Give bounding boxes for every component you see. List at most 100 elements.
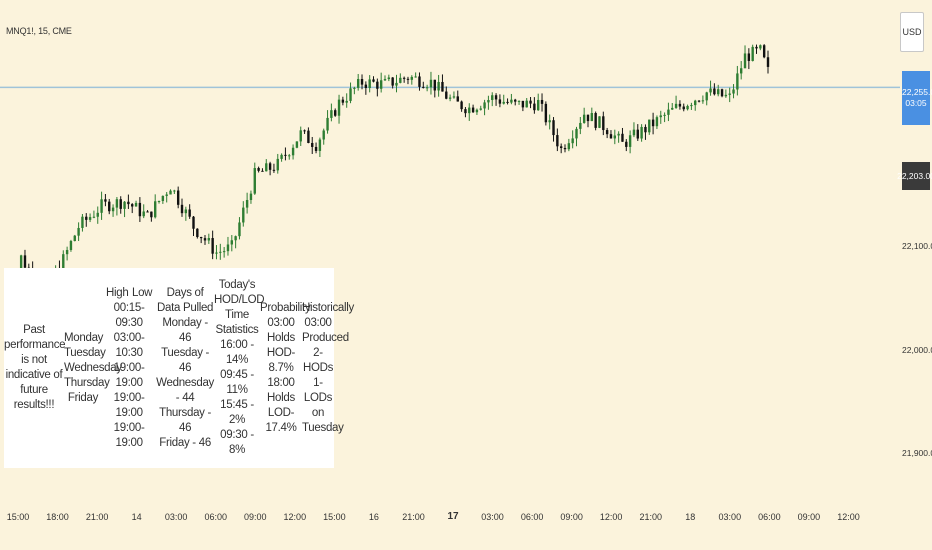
candle-body [62, 254, 65, 275]
candle-body [510, 99, 513, 103]
historical-line: on Tuesday [302, 406, 344, 434]
currency-button[interactable]: USD [900, 12, 924, 52]
candle-body [575, 128, 578, 139]
candle-body [728, 93, 731, 95]
candle-body [701, 100, 705, 102]
candle-body [671, 107, 674, 110]
high-low-time: 19:00-19:00 [113, 421, 145, 449]
candle-body [414, 76, 417, 78]
candle-body [138, 202, 142, 217]
candle-body [502, 101, 505, 104]
candle-body [487, 100, 490, 103]
today-stat: 15:45 - 2% [220, 399, 254, 426]
candle-body [88, 217, 92, 220]
candle-body [766, 57, 770, 67]
today-stat: 16:00 - 14% [220, 339, 254, 366]
candle-body [108, 201, 111, 212]
candle-body [433, 79, 436, 91]
candle-body [215, 252, 218, 254]
days-pulled-value: Thursday - 46 [159, 406, 212, 434]
today-header: Time Statistics [215, 309, 259, 336]
days-pulled-value: Tuesday - 46 [161, 346, 210, 374]
candle-body [356, 79, 360, 88]
candle-body [743, 53, 747, 69]
high-low-column: High Low 00:15-09:30 03:00-10:30 19:00-1… [102, 268, 156, 468]
candle-body [242, 207, 245, 223]
candle-body [732, 89, 735, 94]
historical-column: Historically 03:00 Produced 2- HODs 1- L… [302, 268, 354, 468]
candle-body [567, 143, 571, 150]
candle-body [713, 88, 716, 95]
candle-body [272, 169, 276, 171]
candle-body [590, 113, 594, 122]
candle-body [314, 146, 318, 151]
candle-body [353, 87, 356, 89]
time-tick-label: 03:00 [481, 512, 504, 522]
today-stats-column: Today's HOD/LOD Time Statistics 16:00 - … [214, 268, 265, 468]
candle-body [571, 138, 574, 144]
time-tick-label: 06:00 [758, 512, 781, 522]
candle-body [211, 238, 214, 254]
high-low-time: 03:00-10:30 [113, 331, 145, 359]
today-stat: 09:30 - 8% [220, 429, 254, 456]
candle-body [621, 133, 624, 142]
time-tick-label: 09:00 [244, 512, 267, 522]
time-tick-label: 06:00 [204, 512, 227, 522]
price-marker-tag: 22,203.00 [897, 162, 932, 190]
time-tick-label: 03:00 [164, 512, 188, 522]
high-header: High [106, 286, 129, 299]
symbol-label[interactable]: MNQ1!, 15, CME [6, 26, 72, 36]
candle-body [387, 77, 391, 80]
high-low-time: 19:00-19:00 [113, 361, 145, 389]
candle-body [207, 238, 211, 241]
candle-body [452, 96, 456, 98]
candle-body [751, 46, 754, 61]
today-header: Today's HOD/LOD [214, 279, 265, 306]
candle-body [586, 114, 590, 122]
candle-body [85, 216, 88, 220]
candle-body [582, 114, 586, 123]
candle-body [196, 228, 199, 238]
price-tick-label: 22,100.00 [902, 241, 932, 252]
time-tick-label: 09:00 [560, 512, 583, 522]
candle-body [674, 103, 678, 108]
time-tick-label: 06:00 [520, 512, 544, 522]
candle-body [311, 142, 314, 147]
candle-body [192, 216, 195, 229]
candle-body [376, 81, 379, 89]
current-price-value: 22,255.00 [902, 87, 932, 97]
candle-body [540, 99, 544, 104]
candle-body [517, 100, 521, 102]
candle-body [276, 158, 279, 171]
candle-body [154, 201, 157, 218]
price-axis[interactable]: USD 22,255.00 03:05 22,203.00 22,100.00 2… [897, 0, 932, 500]
candle-body [437, 81, 440, 91]
candle-body [579, 122, 582, 129]
stats-table: Past performance is not indicative of fu… [4, 268, 354, 468]
probability-line: Holds LOD-17.4% [265, 391, 297, 434]
candle-body [402, 77, 406, 79]
candle-body [445, 91, 448, 99]
candle-body [188, 209, 191, 217]
candle-body [441, 81, 444, 92]
candle-body [322, 130, 325, 140]
candle-body [399, 77, 402, 83]
low-header: Low [131, 286, 153, 299]
candle-body [724, 94, 728, 97]
price-tick-label: 21,900.00 [902, 447, 932, 458]
candle-body [307, 130, 310, 143]
candle-body [632, 129, 636, 136]
time-axis[interactable]: 15:00 18:00 21:00 14 03:00 06:00 09:00 12:00 15:… [0, 500, 900, 550]
candle-body [245, 199, 249, 208]
candle-body [514, 99, 517, 102]
high-low-time: 19:00-19:00 [113, 391, 145, 419]
candle-body [372, 79, 375, 82]
candle-body [418, 76, 421, 87]
candle-body [299, 130, 302, 142]
candle-body [295, 141, 299, 148]
candle-body [609, 134, 613, 139]
candle-body [127, 201, 130, 205]
day-label: Tuesday [64, 346, 106, 359]
historical-line: 03:00 [304, 316, 332, 329]
time-tick-label: 15:00 [6, 512, 30, 522]
